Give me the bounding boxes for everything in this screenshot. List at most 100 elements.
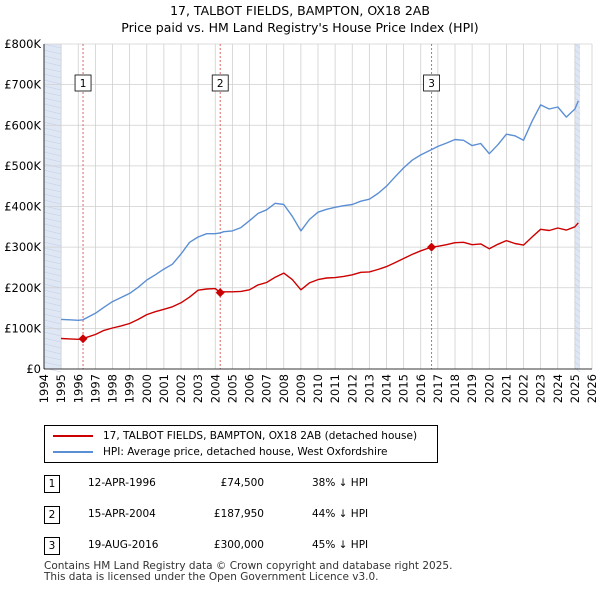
shade-hatch [574,79,581,85]
transaction-date: 15-APR-2004 [88,508,156,520]
shade-hatch [574,97,581,103]
x-tick-label: 2004 [208,374,222,403]
shade-hatch [574,43,581,49]
shade-hatch [43,157,62,163]
gridlines [43,43,593,370]
shade-hatch [43,151,62,157]
transaction-price: £187,950 [213,508,264,520]
shade-hatch [574,283,581,289]
shade-hatch [574,277,581,283]
shade-hatch [574,259,581,265]
shade-hatch [43,319,62,325]
transaction-number: 3 [44,537,60,555]
shade-hatch [43,73,62,79]
shade-hatch [574,181,581,187]
x-tick-label: 1997 [88,374,102,403]
x-tick-label: 2025 [568,374,582,403]
transaction-row: 1 12-APR-1996 £74,500 38% ↓ HPI [44,475,444,493]
y-tick-label: £500K [4,159,41,173]
shade-hatch [43,283,62,289]
chart-title-line-2: Price paid vs. HM Land Registry's House … [121,20,479,35]
shade-hatch [43,277,62,283]
shade-hatch [43,139,62,145]
legend: 17, TALBOT FIELDS, BAMPTON, OX18 2AB (de… [44,425,438,463]
shade-hatch [574,217,581,223]
shade-hatch [43,355,62,361]
shade-hatch [43,223,62,229]
shade-hatch [43,229,62,235]
shade-hatch [43,97,62,103]
shade-hatch [43,55,62,61]
x-tick-label: 2001 [157,374,171,403]
y-tick-label: £800K [4,37,41,51]
legend-swatch-hpi [53,451,93,453]
shade-hatch [574,199,581,205]
shade-hatch [574,133,581,139]
axes: £0 £100K £200K £300K £400K £500K £600K £700K £80… [4,37,599,403]
x-tick-label: 1998 [106,374,120,403]
shade-hatch [574,289,581,295]
legend-swatch-property [53,435,93,437]
price-chart: 1 2 3 £0 £100K £200K £300K £400K £500K £600K £700… [4,37,599,403]
y-tick-label: £700K [4,78,41,92]
shade-hatch [574,67,581,73]
x-tick-label: 1996 [71,374,85,403]
shade-hatch [43,193,62,199]
shade-hatch [43,271,62,277]
x-tick-label: 2014 [380,374,394,403]
shade-hatch [574,73,581,79]
x-tick-label: 2015 [397,374,411,403]
legend-label-hpi: HPI: Average price, detached house, West… [103,446,388,458]
shade-hatch [43,313,62,319]
shade-hatch [43,181,62,187]
shade-hatch [574,193,581,199]
shade-hatch [43,307,62,313]
shade-hatch [43,235,62,241]
shade-hatch [574,331,581,337]
footer-licence: This data is licensed under the Open Gov… [44,571,379,583]
shade-hatch [574,313,581,319]
shade-hatch [43,259,62,265]
shade-hatch [43,169,62,175]
x-tick-label: 2012 [345,374,359,403]
x-tick-label: 1995 [54,374,68,403]
shade-hatch [574,103,581,109]
shade-hatch [574,337,581,343]
y-tick-label: £600K [4,118,41,132]
sale-label: 2 [217,78,224,90]
shade-hatch [574,235,581,241]
shade-hatch [43,211,62,217]
y-tick-label: £100K [4,321,41,335]
shade-hatch [574,229,581,235]
shade-hatch [43,331,62,337]
shade-hatch [43,91,62,97]
shade-hatch [43,199,62,205]
shade-hatch [574,355,581,361]
shade-hatch [574,175,581,181]
shade-hatch [43,361,62,367]
transaction-date: 12-APR-1996 [88,477,156,489]
sale-label-box [423,74,440,92]
x-tick-label: 2008 [277,374,291,403]
transaction-date: 19-AUG-2016 [88,539,159,551]
x-tick-label: 2009 [294,374,308,403]
shade-hatch [43,187,62,193]
legend-item-property: 17, TALBOT FIELDS, BAMPTON, OX18 2AB (de… [53,429,417,443]
shade-hatch [574,343,581,349]
shade-hatch [43,301,62,307]
shade-hatch [43,337,62,343]
shade-hatch [43,247,62,253]
hpi-line [61,100,579,321]
x-tick-label: 2002 [174,374,188,403]
transaction-hpi-diff: 38% ↓ HPI [312,477,369,489]
shade-hatch [574,139,581,145]
chart-title-line-1: 17, TALBOT FIELDS, BAMPTON, OX18 2AB [170,3,430,18]
sale-label-box [74,74,92,92]
property-price-line [61,222,579,340]
x-tick-label: 2005 [225,374,239,403]
x-tick-label: 2010 [311,374,325,403]
shaded-regions [43,43,581,373]
y-tick-label: £300K [4,240,41,254]
shade-hatch [43,343,62,349]
shade-hatch [43,61,62,67]
